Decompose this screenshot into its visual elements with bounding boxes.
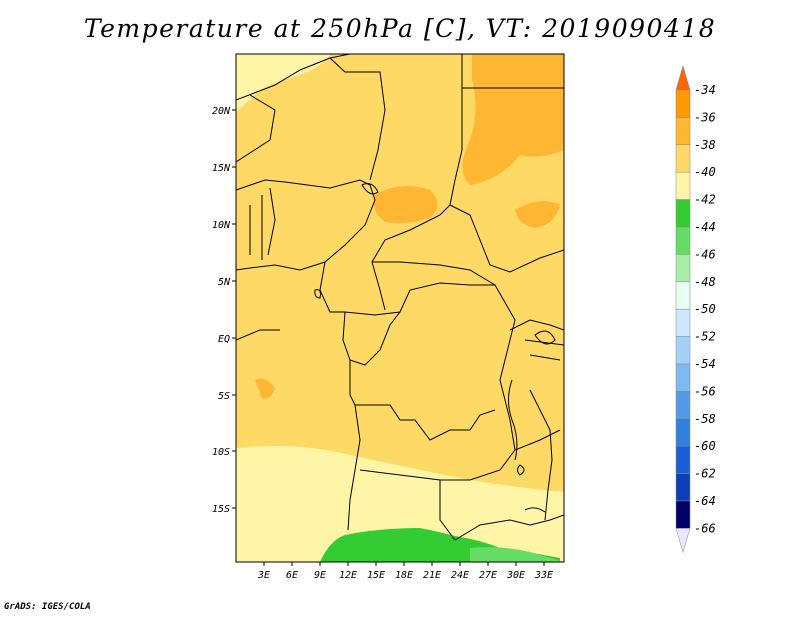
- field-38-40-west: [255, 378, 275, 399]
- colorbar-label: -52: [694, 330, 716, 344]
- lat-label: 5N: [218, 277, 231, 288]
- field-38-40-east: [515, 201, 560, 228]
- colorbar-label: -44: [694, 220, 716, 234]
- lat-label: 15N: [212, 163, 231, 174]
- lon-label: 33E: [534, 570, 553, 581]
- lon-label: 21E: [423, 570, 441, 581]
- colorbar-segment: [675, 226, 691, 255]
- footer-credit: GrADS: IGES/COLA: [4, 602, 91, 612]
- colorbar: -34 -36 -38 -40 -42 -44 -46 -48 -50 -52 -54 -56 -58 -…: [675, 65, 716, 554]
- colorbar-segment: [675, 199, 691, 228]
- country-borders: [236, 54, 564, 541]
- colorbar-segment: [675, 363, 691, 392]
- colorbar-segment: [675, 473, 691, 502]
- colorbar-segment: [675, 500, 691, 529]
- lat-label: 10N: [212, 220, 231, 231]
- lat-label: 10S: [212, 447, 230, 458]
- field-38-40-ne: [462, 54, 564, 185]
- lon-label: 30E: [506, 570, 525, 581]
- colorbar-segment: [675, 281, 691, 310]
- field-38-40-center: [373, 186, 438, 224]
- map-fields: [236, 54, 564, 562]
- map-frame: [235, 53, 565, 563]
- colorbar-label: -40: [694, 165, 716, 179]
- colorbar-segment: [675, 171, 691, 200]
- lon-label: 3E: [257, 570, 270, 581]
- lon-label: 18E: [395, 570, 413, 581]
- colorbar-label: -60: [694, 439, 716, 453]
- field-46-48: [470, 547, 564, 562]
- colorbar-top-arrow: [675, 65, 691, 91]
- lon-label: 9E: [314, 570, 326, 581]
- colorbar-label: -48: [694, 275, 716, 289]
- lat-label: 5S: [218, 391, 230, 402]
- colorbar-segment: [675, 89, 691, 118]
- colorbar-label: -38: [694, 138, 716, 152]
- colorbar-segment: [675, 308, 691, 337]
- lon-label: 27E: [479, 570, 497, 581]
- colorbar-segment: [675, 117, 691, 146]
- colorbar-segment: [675, 336, 691, 365]
- field-42-44-south: [236, 446, 564, 562]
- lon-label: 6E: [286, 570, 298, 581]
- colorbar-label: -54: [694, 357, 716, 371]
- map-title: Temperature at 250hPa [C], VT: 201909041…: [83, 14, 717, 43]
- lon-label: 15E: [367, 570, 385, 581]
- lon-label: 12E: [339, 570, 357, 581]
- lat-label: EQ: [218, 334, 230, 345]
- colorbar-label: -62: [694, 467, 716, 481]
- colorbar-bottom-arrow: [675, 528, 691, 554]
- lon-label: 24E: [451, 570, 469, 581]
- colorbar-label: -66: [694, 521, 716, 535]
- colorbar-segment: [675, 144, 691, 173]
- colorbar-label: -58: [694, 412, 716, 426]
- colorbar-label: -34: [694, 83, 716, 97]
- colorbar-segment: [675, 254, 691, 283]
- colorbar-label: -36: [694, 110, 716, 124]
- colorbar-label: -56: [694, 384, 716, 398]
- colorbar-label: -42: [694, 193, 716, 207]
- colorbar-label: -50: [694, 302, 716, 316]
- lon-axis: 3E 6E 9E 12E 15E 18E 21E 24E 27E 30E 33E: [257, 562, 553, 581]
- lat-label: 15S: [212, 504, 230, 515]
- colorbar-segment: [675, 391, 691, 420]
- lat-axis: 20N 15N 10N 5N EQ 5S 10S 15S: [212, 106, 236, 515]
- colorbar-segment: [675, 418, 691, 447]
- colorbar-label: -46: [694, 247, 716, 261]
- lakes: [314, 183, 556, 513]
- colorbar-label: -64: [694, 494, 716, 508]
- lat-label: 20N: [212, 106, 231, 117]
- colorbar-segment: [675, 445, 691, 474]
- field-42-44-north: [236, 54, 330, 112]
